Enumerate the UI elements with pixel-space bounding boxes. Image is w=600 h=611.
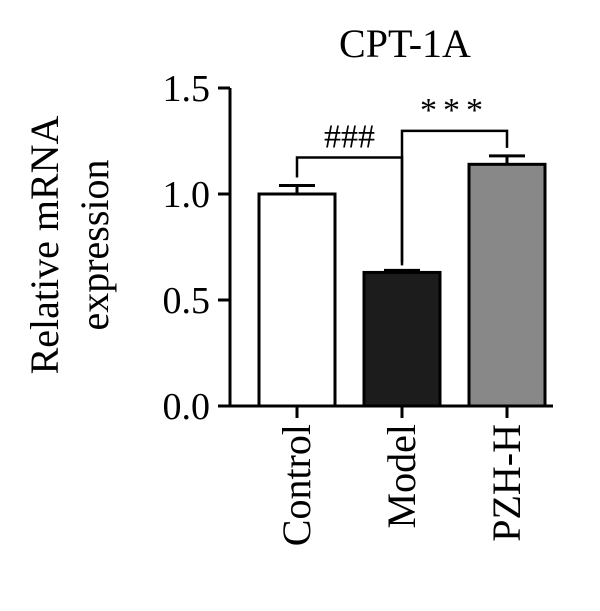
x-tick-label: Model — [379, 424, 424, 528]
significance-label: *** — [420, 92, 489, 129]
y-axis-label-line-2: expression — [72, 159, 117, 330]
y-tick-label: 0.0 — [163, 386, 211, 428]
chart-title: CPT-1A — [339, 21, 471, 66]
bar-control — [257, 192, 337, 408]
significance-label: ### — [324, 119, 375, 156]
y-tick-label: 1.5 — [163, 68, 211, 110]
significance-bracket — [400, 129, 509, 263]
y-axis-label-line-1: Relative mRNA — [22, 115, 67, 374]
x-tick-label: Control — [274, 424, 319, 546]
bar-pzh-h — [467, 162, 547, 408]
y-tick-label: 0.5 — [163, 280, 211, 322]
plot-area: 0.0 0.5 1.0 1.5 Control Model PZH-H ### *** — [163, 68, 553, 546]
x-tick-label: PZH-H — [484, 424, 529, 542]
y-tick-label: 1.0 — [163, 174, 211, 216]
bar-model — [362, 270, 442, 408]
